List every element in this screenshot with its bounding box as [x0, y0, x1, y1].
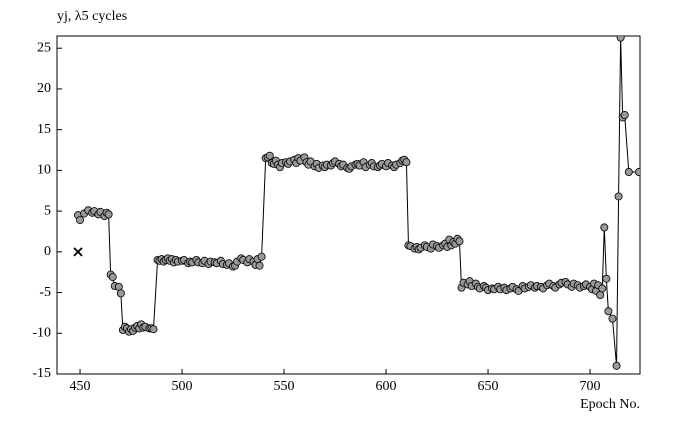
- data-point: [602, 274, 611, 283]
- data-point: [149, 325, 158, 334]
- data-point: [604, 307, 613, 316]
- data-point: [612, 361, 621, 370]
- data-point: [76, 216, 85, 225]
- data-point: [265, 151, 274, 160]
- plot-frame: [56, 35, 641, 375]
- x-tick-label: 550: [274, 379, 295, 394]
- data-point: [455, 237, 464, 246]
- data-point: [257, 252, 266, 261]
- y-tick-label: 5: [44, 203, 51, 218]
- x-tick-label: 650: [478, 379, 499, 394]
- data-point: [620, 111, 629, 120]
- data-point: [402, 158, 411, 167]
- data-point: [104, 210, 113, 219]
- data-point: [614, 192, 623, 201]
- x-tick-label: 450: [70, 379, 91, 394]
- data-point: [624, 168, 633, 177]
- x-axis-label: Epoch No.: [580, 397, 640, 412]
- cross-marker: [73, 247, 83, 257]
- y-axis-label: yj, λ5 cycles: [57, 9, 127, 24]
- data-point: [596, 290, 605, 299]
- x-tick-label: 600: [376, 379, 397, 394]
- data-point: [608, 314, 617, 323]
- data-point: [598, 284, 607, 293]
- y-tick-label: -10: [32, 325, 51, 340]
- data-point: [600, 223, 609, 232]
- data-point: [255, 261, 264, 270]
- data-line: [77, 37, 639, 366]
- data-point: [114, 282, 123, 291]
- y-tick-label: 0: [44, 244, 51, 259]
- data-point: [616, 36, 625, 42]
- y-tick-label: 15: [37, 122, 51, 137]
- x-tick-label: 500: [172, 379, 193, 394]
- plot-area: [73, 36, 640, 370]
- data-point: [634, 168, 640, 177]
- y-tick-label: -15: [32, 366, 51, 381]
- data-point: [108, 273, 117, 282]
- y-tick-label: 25: [37, 40, 51, 55]
- x-tick-label: 700: [580, 379, 601, 394]
- y-tick-label: 20: [37, 81, 51, 96]
- y-tick-label: -5: [39, 285, 51, 300]
- y-tick-label: 10: [37, 163, 51, 178]
- data-point: [116, 289, 125, 298]
